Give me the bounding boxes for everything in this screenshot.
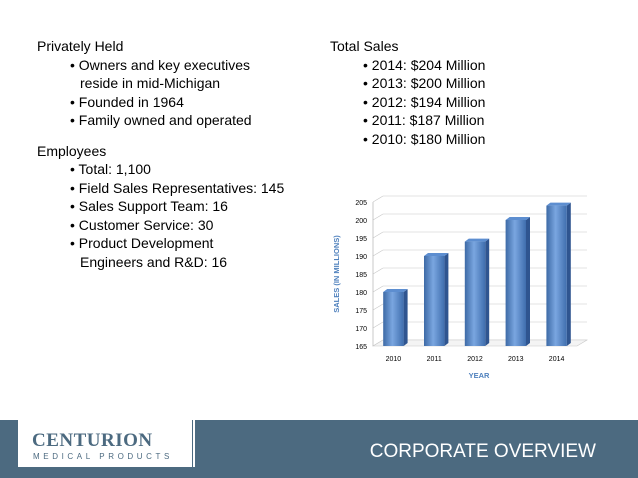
x-tick-label: 2014 bbox=[549, 356, 565, 363]
gridline-diag bbox=[372, 303, 384, 311]
y-tick-label: 185 bbox=[355, 272, 367, 279]
bar-side bbox=[566, 202, 571, 346]
gridline-diag bbox=[372, 285, 384, 293]
field-sales-bullet: • Field Sales Representatives: 145 bbox=[70, 179, 285, 196]
y-axis-title: SALES (IN MILLIONS) bbox=[332, 235, 341, 313]
sales-2011-bullet: • 2011: $187 Million bbox=[363, 112, 485, 128]
x-tick-label: 2010 bbox=[386, 356, 402, 363]
total-employees-bullet: • Total: 1,100 bbox=[70, 161, 151, 177]
bar bbox=[383, 292, 404, 346]
product-dev-bullet-cont: Engineers and R&D: 16 bbox=[80, 253, 228, 270]
family-bullet: • Family owned and operated bbox=[70, 112, 252, 128]
y-tick-label: 205 bbox=[355, 200, 367, 207]
sales-bar-chart: 165 170 175 180 185 190 195 200 205 2010 2011 2012 2… bbox=[332, 195, 589, 380]
gridline-diag bbox=[372, 267, 384, 275]
founded-bullet: • Founded in 1964 bbox=[70, 93, 184, 110]
bar-side bbox=[485, 238, 490, 346]
employees-heading: Employees bbox=[37, 142, 107, 159]
sales-2012-bullet: • 2012: $194 Million bbox=[363, 93, 486, 110]
corporate-overview-title: CORPORATE OVERVIEW bbox=[369, 441, 596, 462]
y-tick-label: 175 bbox=[355, 308, 367, 315]
bar-side bbox=[444, 253, 449, 346]
gridline-diag bbox=[372, 249, 384, 257]
right-column: Total Sales • 2014: $204 Million • 2013:… bbox=[330, 37, 570, 148]
y-tick-label: 190 bbox=[355, 254, 367, 261]
bar bbox=[464, 241, 486, 346]
customer-service-bullet: • Customer Service: 30 bbox=[70, 216, 214, 233]
x-tick-label: 2011 bbox=[427, 356, 442, 363]
bar bbox=[424, 256, 445, 346]
y-tick-label: 195 bbox=[355, 236, 367, 243]
bar-top bbox=[383, 289, 408, 292]
gridline-diag bbox=[372, 231, 384, 239]
company-logo: CENTURION bbox=[32, 430, 153, 451]
product-dev-bullet: • Product Development bbox=[70, 235, 214, 251]
privately-held-heading: Privately Held bbox=[37, 38, 124, 54]
bar bbox=[505, 220, 526, 346]
y-tick-label: 180 bbox=[355, 290, 367, 297]
bar-top bbox=[464, 238, 490, 242]
owners-bullet: • Owners and key executives bbox=[70, 56, 250, 73]
gridline-diag bbox=[372, 321, 384, 329]
sales-2010-bullet: • 2010: $180 Million bbox=[363, 130, 486, 147]
x-tick-label: 2013 bbox=[508, 356, 524, 363]
gridline-diag bbox=[372, 195, 384, 203]
y-tick-label: 165 bbox=[355, 344, 367, 351]
bar-side bbox=[403, 289, 408, 346]
footer-divider bbox=[193, 420, 195, 467]
gridline-diag bbox=[372, 213, 384, 221]
sales-2014-bullet: • 2014: $204 Million bbox=[363, 56, 486, 73]
sales-support-bullet: • Sales Support Team: 16 bbox=[70, 198, 228, 214]
bar-top bbox=[546, 202, 571, 206]
left-column: Privately Held • Owners and key executiv… bbox=[37, 37, 317, 271]
bar-top bbox=[424, 253, 449, 256]
sales-2013-bullet: • 2013: $200 Million bbox=[363, 75, 486, 91]
owners-bullet-cont: reside in mid-Michigan bbox=[80, 75, 221, 91]
company-logo-subtitle: MEDICAL PRODUCTS bbox=[33, 452, 173, 461]
y-tick-label: 170 bbox=[355, 326, 367, 333]
x-tick-label: 2012 bbox=[467, 356, 483, 363]
y-tick-label: 200 bbox=[355, 218, 367, 225]
x-axis-title: YEAR bbox=[469, 371, 490, 380]
bar-side bbox=[526, 217, 530, 346]
total-sales-heading: Total Sales bbox=[330, 38, 399, 54]
logo-box bbox=[18, 420, 192, 467]
bar-top bbox=[505, 217, 530, 220]
bar bbox=[546, 205, 567, 346]
